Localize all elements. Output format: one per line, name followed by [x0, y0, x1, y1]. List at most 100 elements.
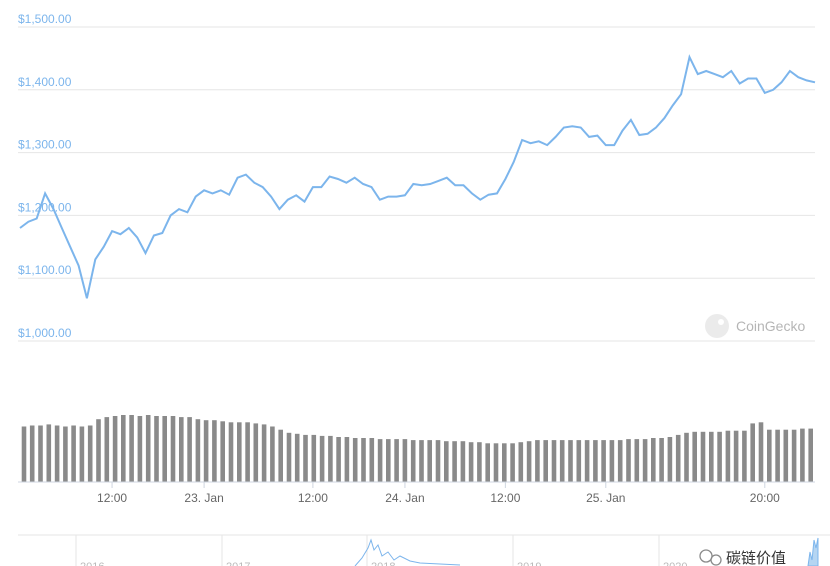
- volume-bar: [444, 441, 449, 482]
- volume-bar: [791, 429, 797, 482]
- price-line[interactable]: [19, 54, 816, 299]
- volume-bars: [21, 415, 813, 483]
- volume-bar: [783, 429, 789, 482]
- chat-bubble-icon: [699, 549, 713, 563]
- x-tick-label: 12:00: [97, 491, 127, 505]
- volume-bar: [808, 428, 813, 482]
- volume-bar: [601, 440, 606, 482]
- volume-bar: [21, 426, 27, 482]
- volume-bar: [700, 431, 706, 483]
- x-tick-label: 24. Jan: [385, 491, 424, 505]
- volume-bar: [435, 440, 441, 482]
- volume-bar: [245, 422, 250, 482]
- volume-bar: [427, 440, 432, 482]
- chat-bubble-icon-small: [710, 554, 722, 566]
- volume-bar: [261, 424, 267, 482]
- volume-bar: [775, 429, 780, 482]
- volume-bar: [203, 420, 209, 482]
- volume-bar: [419, 440, 424, 482]
- volume-bar: [129, 415, 134, 482]
- volume-bar: [212, 420, 217, 482]
- volume-bar: [568, 440, 573, 482]
- volume-bar: [584, 440, 590, 482]
- volume-bar: [651, 438, 656, 482]
- volume-bar: [452, 441, 457, 482]
- volume-bar: [725, 430, 731, 482]
- volume-bar: [626, 439, 631, 482]
- volume-bar: [162, 416, 167, 482]
- volume-bar: [485, 443, 490, 482]
- volume-bar: [659, 438, 664, 482]
- volume-bar: [576, 440, 582, 482]
- volume-bar: [502, 443, 507, 482]
- volume-bar: [319, 435, 325, 482]
- volume-bar: [79, 426, 85, 482]
- x-tick-label: 20:00: [750, 491, 780, 505]
- volume-bar: [195, 419, 201, 482]
- gridlines: [18, 26, 815, 342]
- volume-bar: [270, 426, 275, 482]
- volume-bar: [402, 439, 408, 482]
- volume-bar: [170, 416, 176, 482]
- volume-bar: [361, 438, 366, 482]
- volume-bar: [237, 422, 242, 482]
- volume-bar: [352, 438, 358, 482]
- volume-bar: [535, 440, 540, 482]
- volume-bar: [187, 417, 192, 482]
- volume-bar: [87, 425, 93, 482]
- navigator-year-label: 2018: [371, 561, 395, 566]
- volume-bar: [526, 441, 532, 482]
- volume-bar: [692, 431, 697, 483]
- volume-bar: [112, 416, 118, 482]
- volume-bar: [328, 435, 333, 482]
- volume-bar: [634, 439, 640, 482]
- y-tick-label: $1,200.00: [18, 200, 72, 214]
- volume-bar: [717, 431, 722, 483]
- volume-bar: [543, 440, 548, 482]
- volume-bar: [336, 437, 341, 482]
- volume-bar: [742, 430, 747, 482]
- volume-bar: [96, 419, 101, 482]
- volume-bar: [179, 417, 184, 482]
- volume-bar: [551, 440, 557, 482]
- volume-bar: [518, 442, 524, 482]
- navigator[interactable]: 2016 2017 2018 2019 2020: [18, 534, 830, 566]
- volume-bar: [675, 434, 681, 482]
- volume-bar: [278, 429, 283, 482]
- volume-bar: [121, 415, 126, 482]
- volume-bar: [369, 438, 375, 482]
- volume-bar: [54, 425, 60, 482]
- y-tick-label: $1,100.00: [18, 263, 72, 277]
- x-tick-label: 23. Jan: [184, 491, 223, 505]
- volume-bar: [286, 432, 292, 482]
- volume-bar: [154, 416, 159, 482]
- volume-bar: [609, 440, 615, 482]
- volume-bar: [617, 440, 623, 482]
- navigator-year-labels: 2016 2017 2018 2019 2020: [80, 561, 687, 566]
- y-tick-label: $1,000.00: [18, 326, 72, 340]
- navigator-selection[interactable]: [807, 537, 819, 566]
- volume-bar: [220, 421, 225, 482]
- navigator-year-label: 2017: [226, 561, 250, 566]
- volume-bar: [709, 431, 714, 483]
- corner-watermark: 碳链价值: [699, 549, 786, 566]
- x-axis-labels: 12:00 23. Jan 12:00 24. Jan 12:00 25. Jan 20:0…: [97, 482, 780, 505]
- volume-bar: [394, 439, 399, 482]
- volume-bar: [559, 440, 565, 482]
- volume-bar: [684, 432, 689, 482]
- volume-bar: [228, 422, 234, 482]
- volume-bar: [377, 439, 383, 482]
- volume-bar: [642, 439, 648, 482]
- volume-bar: [71, 425, 76, 482]
- volume-bar: [344, 437, 350, 482]
- volume-bar: [46, 424, 52, 482]
- y-axis-labels: $1,500.00 $1,400.00 $1,300.00 $1,200.00 $1,1…: [18, 12, 72, 340]
- volume-bar: [460, 441, 466, 482]
- x-tick-label: 12:00: [298, 491, 328, 505]
- volume-bar: [477, 442, 482, 482]
- corner-watermark-text: 碳链价值: [726, 549, 786, 566]
- volume-bar: [758, 422, 764, 482]
- x-tick-label: 25. Jan: [586, 491, 625, 505]
- volume-bar: [667, 437, 673, 482]
